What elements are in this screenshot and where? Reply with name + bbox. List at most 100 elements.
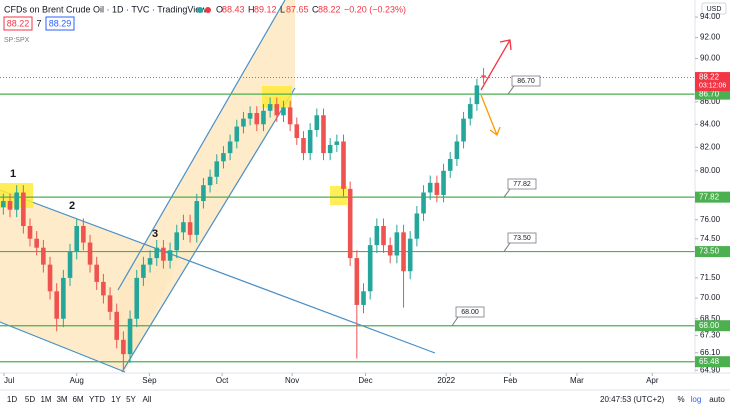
candle-body — [354, 258, 360, 305]
y-tick-label: 94.00 — [700, 12, 721, 21]
range-button[interactable]: 5Y — [126, 395, 136, 404]
candle-body — [81, 225, 86, 243]
candle-body — [154, 247, 160, 259]
y-tick-label: 92.00 — [700, 33, 721, 42]
candle-body — [74, 225, 80, 252]
candle-body — [387, 245, 393, 256]
ohlc-value: 89.12 — [254, 4, 277, 14]
scale-option[interactable]: log — [691, 395, 702, 404]
y-tick-label: 80.00 — [700, 166, 721, 175]
currency[interactable]: USD — [707, 6, 722, 13]
y-tick-label: 76.00 — [700, 215, 721, 224]
range-button[interactable]: All — [143, 395, 152, 404]
y-tick-label: 64.90 — [700, 365, 721, 374]
candle-body — [127, 318, 133, 355]
candle-body — [474, 85, 480, 105]
level-badge-label: 68.00 — [699, 321, 720, 330]
ohlc-value: 88.22 — [318, 4, 341, 14]
candle-body — [301, 138, 306, 154]
y-tick-label: 90.00 — [700, 54, 721, 63]
arrow-head — [489, 126, 501, 137]
candle-body — [114, 311, 120, 340]
wave-label: 3 — [152, 228, 158, 240]
candle-body — [147, 258, 153, 265]
wave-label: 2 — [69, 200, 75, 212]
y-tick-label: 82.00 — [700, 142, 721, 151]
candle-body — [221, 153, 226, 162]
highlight-box — [330, 186, 347, 205]
candle-body — [234, 126, 240, 142]
candle-body — [227, 141, 233, 154]
buy-button[interactable] — [45, 16, 75, 31]
range-button[interactable]: 5D — [25, 395, 35, 404]
candle-body — [267, 104, 273, 111]
candle-body — [1, 201, 6, 208]
candle-body — [374, 225, 380, 246]
last-price-label: 88.22 — [699, 73, 720, 82]
candle-body — [54, 291, 59, 319]
candle-body — [14, 192, 19, 210]
level-badge — [695, 246, 730, 258]
candle-body — [61, 277, 66, 319]
candle-body — [47, 264, 53, 292]
range-button[interactable]: 1M — [40, 395, 51, 404]
level-badge-label: 73.50 — [699, 247, 720, 256]
candle-body — [341, 141, 346, 189]
candle-body — [307, 129, 313, 154]
candle-body — [134, 277, 140, 319]
toolbar: 1D 5D 1M 3M 6M YTD 1Y 5Y All 20:47:53 (UTC+2)% log… — [7, 395, 725, 404]
callout-pointer — [503, 242, 511, 252]
range-button[interactable]: 6M — [72, 395, 83, 404]
candle-body — [461, 118, 466, 142]
spread: 7 — [36, 18, 41, 28]
candle-body — [481, 75, 486, 78]
sell-button[interactable] — [3, 16, 33, 31]
candle-body — [87, 242, 93, 265]
range-button[interactable]: YTD — [89, 395, 105, 404]
clock: 20:47:53 (UTC+2) — [600, 395, 665, 404]
candle-body — [181, 222, 186, 233]
range-button[interactable]: 1Y — [111, 395, 121, 404]
scale-option[interactable]: % — [677, 395, 684, 404]
range-button[interactable]: 3M — [56, 395, 67, 404]
plot-area — [0, 67, 695, 371]
candle-body — [334, 141, 340, 145]
level-badge — [695, 356, 730, 368]
x-tick-label: Oct — [216, 376, 229, 385]
buy-price[interactable]: 88.29 — [49, 18, 72, 28]
x-tick-label: Sep — [142, 376, 157, 385]
status-dot — [205, 7, 211, 13]
scale-option[interactable]: auto — [709, 395, 725, 404]
ohlc-readout: O88.43 H 89.12 L 87.65 C 88.22 −0.20 (−0.23%) — [216, 4, 406, 14]
candle-body — [327, 144, 333, 154]
level-badge — [695, 320, 730, 332]
ascending-channel-fill — [118, 0, 295, 372]
currency-box[interactable] — [701, 2, 727, 15]
callout-pointer — [451, 316, 459, 327]
channel-line — [117, 0, 286, 291]
sell-price[interactable]: 88.22 — [7, 18, 30, 28]
candle-body — [174, 232, 180, 251]
x-tick-label: Aug — [70, 376, 84, 385]
candle-body — [121, 339, 126, 355]
candle-body — [421, 192, 426, 214]
candle-body — [34, 238, 39, 248]
callout-pointer — [503, 188, 511, 198]
candle-body — [394, 232, 400, 256]
y-tick-label: 66.10 — [700, 348, 721, 357]
candle-body — [447, 158, 453, 171]
candle-body — [194, 201, 200, 235]
callout-box — [507, 178, 537, 190]
range-button[interactable]: 1D — [7, 395, 17, 404]
callout-label: 73.50 — [513, 235, 531, 242]
x-tick-label: Dec — [358, 376, 372, 385]
last-price-badge — [695, 72, 730, 92]
y-tick-label: 70.00 — [700, 293, 721, 302]
x-tick-label: Nov — [285, 376, 299, 385]
arrow-up — [480, 39, 511, 91]
candle-body — [367, 245, 373, 292]
x-tick-label: 2022 — [437, 376, 455, 385]
callout-box — [507, 232, 537, 244]
candle-body — [427, 182, 433, 193]
